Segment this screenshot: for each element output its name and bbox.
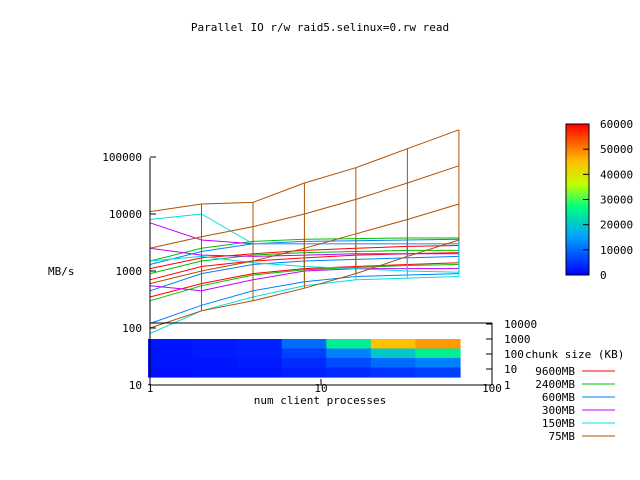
- heatmap-cell: [281, 348, 327, 359]
- heatmap-cell: [415, 358, 461, 369]
- heatmap-cell: [237, 348, 283, 359]
- heatmap-cell: [192, 367, 238, 378]
- legend-label: 300MB: [542, 404, 575, 417]
- heatmap-cell: [281, 367, 327, 378]
- x-tick-label: 1: [147, 382, 154, 395]
- x-tick-label: 10: [314, 382, 327, 395]
- heatmap-cell: [281, 358, 327, 369]
- heatmap: [148, 339, 461, 378]
- y-tick-label: 10000: [109, 208, 142, 221]
- colorbar-tick-label: 30000: [600, 194, 633, 207]
- colorbar-ticks: 0 10000 20000 30000 40000 50000 60000: [583, 118, 633, 282]
- colorbar-tick-label: 50000: [600, 143, 633, 156]
- legend-label: 150MB: [542, 417, 575, 430]
- heatmap-cell: [281, 339, 327, 350]
- colorbar-tick-label: 10000: [600, 244, 633, 257]
- y-tick-label: 1000: [116, 265, 143, 278]
- y-tick-label: 10: [129, 379, 142, 392]
- heatmap-cell: [237, 358, 283, 369]
- heatmap-cell: [370, 339, 417, 350]
- colorbar-tick-label: 60000: [600, 118, 633, 131]
- heatmap-cell: [148, 367, 194, 378]
- depth-tick-label: 1000: [504, 333, 531, 346]
- y-ticks: 10 100 1000 10000 100000: [102, 151, 156, 392]
- heatmap-cell: [192, 348, 238, 359]
- heatmap-cell: [148, 348, 194, 359]
- heatmap-cell: [370, 367, 417, 378]
- legend-label: 9600MB: [535, 365, 575, 378]
- x-axis-label: num client processes: [254, 394, 386, 407]
- depth-tick-label: 1: [504, 379, 511, 392]
- heatmap-cell: [326, 348, 372, 359]
- colorbar-tick-label: 0: [600, 269, 607, 282]
- y-tick-label: 100: [122, 322, 142, 335]
- heatmap-cell: [415, 367, 461, 378]
- depth-axis-label: chunk size (KB): [525, 348, 624, 361]
- heatmap-cell: [237, 339, 283, 350]
- series-surface: [149, 129, 460, 329]
- x-ticks: 1 10 100: [147, 379, 502, 395]
- legend-label: 600MB: [542, 391, 575, 404]
- heatmap-cell: [326, 367, 372, 378]
- heatmap-cell: [192, 358, 238, 369]
- heatmap-cell: [370, 358, 417, 369]
- heatmap-cell: [237, 367, 283, 378]
- depth-tick-label: 10: [504, 363, 517, 376]
- depth-ticks: 1 10 100 1000 10000: [486, 318, 537, 392]
- heatmap-cell: [192, 339, 238, 350]
- heatmap-cell: [415, 348, 461, 359]
- heatmap-cell: [148, 358, 194, 369]
- heatmap-cell: [415, 339, 461, 350]
- heatmap-cell: [326, 339, 372, 350]
- chart-title: Parallel IO r/w raid5.selinux=0.rw read: [191, 21, 449, 34]
- y-axis-label: MB/s: [48, 265, 75, 278]
- colorbar-tick-label: 40000: [600, 168, 633, 181]
- surfaces: [149, 129, 460, 334]
- colorbar-tick-label: 20000: [600, 219, 633, 232]
- heatmap-cell: [326, 358, 372, 369]
- heatmap-cell: [148, 339, 194, 350]
- legend-label: 2400MB: [535, 378, 575, 391]
- heatmap-cell: [370, 348, 417, 359]
- legend-label: 75MB: [549, 430, 576, 443]
- x-tick-label: 100: [482, 382, 502, 395]
- depth-tick-label: 10000: [504, 318, 537, 331]
- y-tick-label: 100000: [102, 151, 142, 164]
- depth-tick-label: 100: [504, 348, 524, 361]
